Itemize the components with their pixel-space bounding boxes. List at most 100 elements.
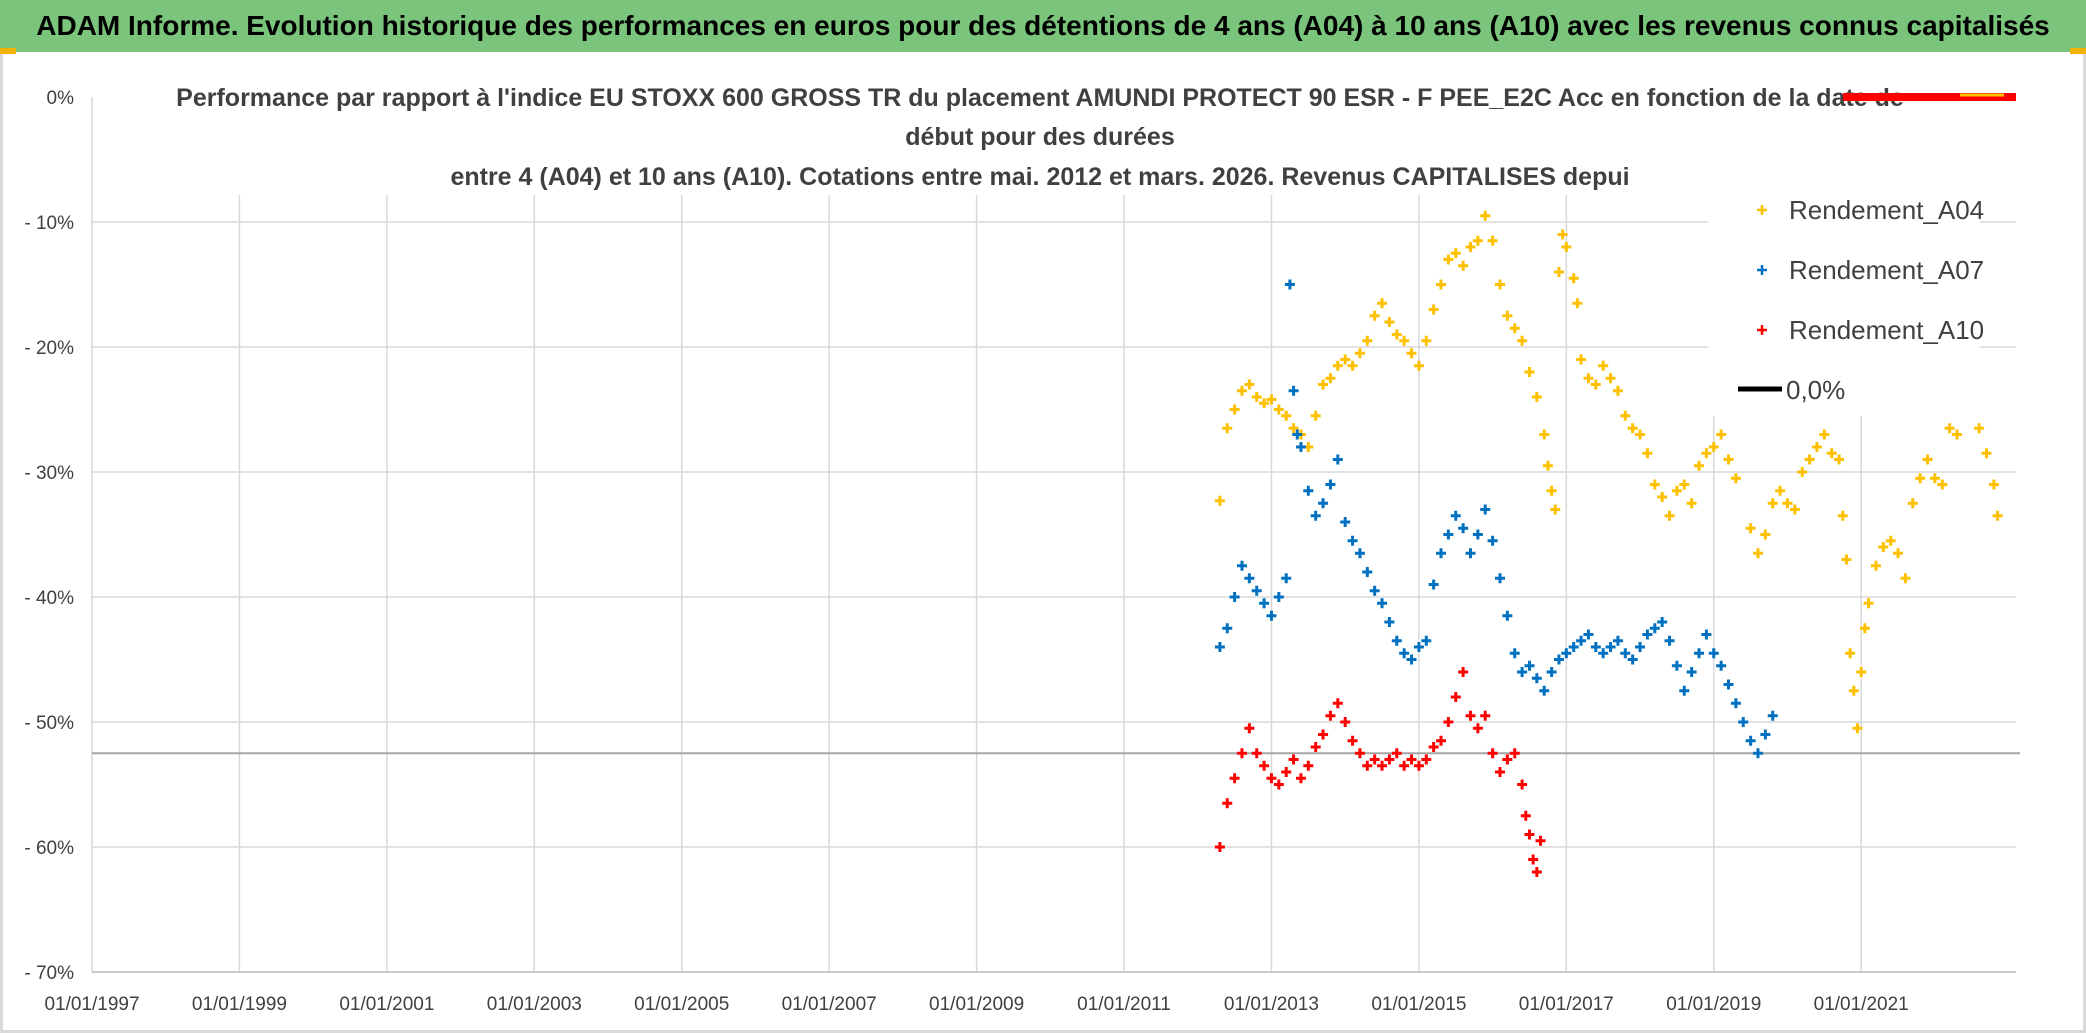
data-point — [1679, 685, 1690, 696]
data-point — [1598, 648, 1609, 659]
data-point — [1576, 635, 1587, 646]
chart-title-line: début pour des durées — [905, 123, 1174, 151]
data-point — [1671, 485, 1682, 496]
data-point — [1893, 548, 1904, 559]
y-tick-label: - 10% — [24, 213, 74, 234]
data-point — [1450, 692, 1461, 702]
data-point — [1981, 448, 1992, 459]
data-point — [1399, 335, 1410, 346]
data-point — [1738, 717, 1749, 727]
data-point — [1377, 598, 1388, 609]
data-point — [1214, 642, 1225, 652]
data-point — [1273, 592, 1284, 602]
data-point — [1362, 567, 1373, 577]
data-point — [1421, 754, 1432, 765]
data-point — [1627, 423, 1638, 434]
data-point — [1281, 767, 1292, 777]
data-point — [1480, 504, 1491, 515]
data-point — [1848, 685, 1859, 696]
data-point — [1384, 754, 1395, 765]
y-axis-ticks: 0% - 10% - 20% - 30% - 40% - 50% - 60% - 70% — [24, 88, 74, 984]
data-point — [1281, 573, 1292, 584]
data-point — [1531, 673, 1542, 684]
data-point — [1542, 460, 1553, 471]
data-point — [1539, 429, 1550, 440]
data-point — [1708, 442, 1719, 452]
data-point — [1992, 510, 2003, 521]
data-point — [1612, 385, 1623, 396]
data-point — [1472, 529, 1483, 540]
data-point — [1531, 392, 1542, 402]
data-point — [1852, 723, 1863, 734]
data-point — [1834, 454, 1845, 465]
x-tick-label: 01/01/2005 — [634, 994, 729, 1015]
data-point — [1811, 442, 1822, 452]
data-point — [1362, 760, 1373, 771]
data-point — [1487, 235, 1498, 246]
data-point — [1767, 498, 1778, 509]
data-point — [1214, 495, 1225, 506]
data-point — [1701, 629, 1712, 640]
data-point — [1340, 517, 1351, 527]
data-point — [1436, 548, 1447, 559]
legend-label-reference: 0,0% — [1786, 375, 1845, 405]
data-point — [1649, 479, 1660, 490]
data-point — [1310, 510, 1321, 521]
data-point — [1391, 329, 1402, 340]
data-point — [1325, 710, 1336, 721]
y-tick-label: - 20% — [24, 338, 74, 359]
data-point — [1288, 385, 1299, 396]
data-point — [1775, 485, 1786, 496]
data-point — [1480, 210, 1491, 221]
data-point — [1377, 298, 1388, 309]
data-point — [1273, 404, 1284, 415]
data-point — [1494, 279, 1505, 290]
data-point — [1465, 548, 1476, 559]
data-point — [1399, 648, 1410, 659]
data-point — [1701, 448, 1712, 459]
data-point — [1583, 629, 1594, 640]
data-point — [1266, 394, 1277, 405]
data-point — [1236, 560, 1247, 571]
data-point — [1399, 760, 1410, 771]
data-point — [1745, 735, 1756, 746]
data-point — [1347, 735, 1358, 746]
data-point — [1244, 379, 1255, 390]
data-point — [1572, 298, 1583, 309]
data-point — [1553, 267, 1564, 277]
data-point — [1502, 754, 1513, 765]
data-point — [1251, 392, 1262, 402]
data-point — [1546, 485, 1557, 496]
data-point — [1244, 573, 1255, 584]
data-point — [1443, 529, 1454, 540]
data-point — [1443, 717, 1454, 727]
data-point — [1531, 867, 1542, 877]
legend-label: Rendement_A10 — [1789, 315, 1984, 345]
data-point — [1804, 454, 1815, 465]
data-point — [1229, 404, 1240, 415]
report-banner: ADAM Informe. Evolution historique des p… — [0, 0, 2086, 52]
data-point — [1318, 729, 1329, 740]
data-point — [1535, 835, 1546, 846]
data-point — [1354, 548, 1365, 559]
data-point — [1325, 479, 1336, 490]
data-point — [1671, 660, 1682, 671]
data-point — [1472, 723, 1483, 734]
data-point — [1716, 660, 1727, 671]
data-point — [1421, 635, 1432, 646]
data-point — [1620, 410, 1631, 421]
chart-title: Performance par rapport à l'indice EU ST… — [176, 84, 2016, 191]
x-tick-label: 01/01/2021 — [1814, 994, 1909, 1015]
data-point — [1605, 373, 1616, 384]
grid-lines — [91, 97, 2016, 973]
data-point — [1929, 473, 1940, 484]
data-point — [1856, 667, 1867, 677]
data-point — [1406, 654, 1417, 665]
legend-label: Rendement_A07 — [1789, 255, 1984, 285]
legend-marker — [1757, 325, 1767, 335]
x-tick-label: 01/01/1999 — [192, 994, 287, 1015]
x-tick-label: 01/01/2017 — [1519, 994, 1614, 1015]
data-point — [1708, 648, 1719, 659]
data-point — [1487, 535, 1498, 546]
data-point — [1517, 335, 1528, 346]
